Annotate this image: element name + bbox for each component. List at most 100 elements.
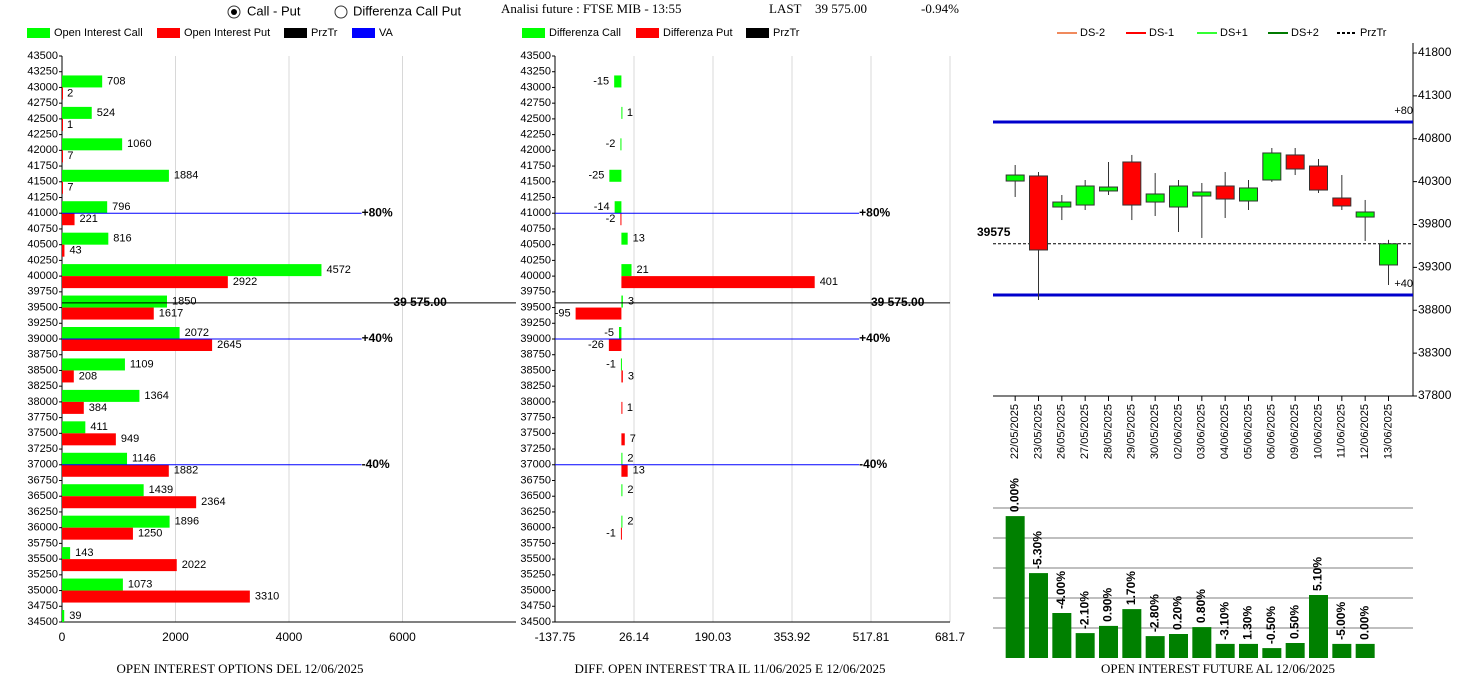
y-tick-label: 35500 bbox=[520, 553, 551, 565]
bar-label: 0.90% bbox=[1101, 588, 1115, 622]
legend-label: VA bbox=[379, 27, 394, 39]
y-tick-label: 36000 bbox=[520, 522, 551, 534]
x-tick-label: 30/05/2025 bbox=[1149, 404, 1161, 459]
value-label: -1 bbox=[606, 358, 616, 370]
y-tick-label: 38750 bbox=[27, 349, 58, 361]
value-label: 1146 bbox=[132, 453, 156, 465]
value-label: 1882 bbox=[174, 465, 198, 477]
value-label: 3 bbox=[628, 295, 634, 307]
y-tick-label: 42250 bbox=[27, 129, 58, 141]
candle-body bbox=[1145, 193, 1165, 203]
y-tick-label: 43500 bbox=[520, 50, 551, 62]
bar bbox=[62, 433, 116, 446]
y-tick-label: 37800 bbox=[1418, 388, 1452, 402]
radio-label[interactable]: Call - Put bbox=[247, 3, 301, 18]
y-tick-label: 38500 bbox=[520, 364, 551, 376]
value-label: 43 bbox=[69, 245, 81, 257]
legend-label: Differenza Put bbox=[663, 27, 733, 39]
bar bbox=[62, 75, 103, 88]
candle-body bbox=[1379, 243, 1398, 266]
value-label: 1884 bbox=[174, 170, 198, 182]
bar bbox=[62, 232, 109, 245]
y-tick-label: 40750 bbox=[27, 223, 58, 235]
value-label: 1850 bbox=[172, 295, 196, 307]
value-label: 4572 bbox=[326, 264, 350, 276]
x-tick-label: 06/06/2025 bbox=[1266, 404, 1278, 459]
value-label: 7 bbox=[67, 182, 73, 194]
radio-button[interactable] bbox=[334, 5, 348, 19]
reference-label: +40% bbox=[362, 331, 393, 345]
y-tick-label: 43250 bbox=[27, 66, 58, 78]
y-tick-label: 42750 bbox=[27, 97, 58, 109]
y-tick-label: 41500 bbox=[27, 176, 58, 188]
bar bbox=[1355, 643, 1375, 658]
y-tick-label: 39250 bbox=[520, 317, 551, 329]
radio-label[interactable]: Differenza Call Put bbox=[353, 3, 462, 18]
bar-label: -0.50% bbox=[1264, 606, 1278, 644]
value-label: 1 bbox=[67, 119, 73, 131]
reference-label: +40% bbox=[859, 331, 890, 345]
header-title: Analisi future : FTSE MIB - 13:55 bbox=[501, 1, 682, 16]
value-label: 2022 bbox=[182, 559, 206, 571]
y-tick-label: 37250 bbox=[27, 443, 58, 455]
candle-body bbox=[1005, 174, 1025, 182]
y-tick-label: 37250 bbox=[520, 443, 551, 455]
value-label: 1439 bbox=[149, 484, 173, 496]
y-tick-label: 38000 bbox=[520, 396, 551, 408]
x-tick-label: 190.03 bbox=[695, 630, 732, 644]
y-tick-label: 42000 bbox=[27, 144, 58, 156]
y-tick-label: 40000 bbox=[27, 270, 58, 282]
candle-body bbox=[1355, 211, 1375, 218]
bar bbox=[1122, 609, 1142, 658]
value-label: 1109 bbox=[130, 358, 154, 370]
y-tick-label: 41750 bbox=[27, 160, 58, 172]
value-label: 2 bbox=[627, 484, 633, 496]
bar bbox=[620, 358, 622, 371]
y-tick-label: 37750 bbox=[27, 412, 58, 424]
y-tick-label: 40250 bbox=[27, 254, 58, 266]
x-tick-label: 4000 bbox=[276, 630, 303, 644]
bar bbox=[62, 244, 65, 257]
y-tick-label: 40300 bbox=[1418, 174, 1452, 188]
y-tick-label: 40500 bbox=[520, 239, 551, 251]
legend-swatch bbox=[284, 28, 307, 38]
bar bbox=[62, 87, 63, 100]
bar bbox=[62, 276, 228, 289]
value-label: 3310 bbox=[255, 590, 279, 602]
bar-label: 0.80% bbox=[1194, 589, 1208, 623]
x-tick-label: 353.92 bbox=[774, 630, 811, 644]
bar-label: -2.10% bbox=[1077, 591, 1091, 629]
legend-label: DS-1 bbox=[1149, 27, 1174, 39]
reference-label: +40 bbox=[1394, 278, 1413, 290]
value-label: -26 bbox=[588, 339, 604, 351]
y-tick-label: 39750 bbox=[27, 286, 58, 298]
bar bbox=[621, 232, 628, 245]
value-label: 1617 bbox=[159, 307, 183, 319]
reference-label: -40% bbox=[859, 457, 887, 471]
x-tick-label: 22/05/2025 bbox=[1009, 404, 1021, 459]
bar-label: 0.20% bbox=[1171, 596, 1185, 630]
x-tick-label: 26/05/2025 bbox=[1056, 404, 1068, 459]
value-label: -15 bbox=[593, 75, 609, 87]
y-tick-label: 39300 bbox=[1418, 260, 1452, 274]
y-tick-label: 35750 bbox=[520, 537, 551, 549]
legend-label: DS+2 bbox=[1291, 27, 1319, 39]
y-tick-label: 36500 bbox=[27, 490, 58, 502]
legend-swatch bbox=[522, 28, 545, 38]
bar bbox=[62, 138, 123, 151]
y-tick-label: 42000 bbox=[520, 144, 551, 156]
radio-call-put[interactable]: Call - Put bbox=[227, 3, 301, 19]
y-tick-label: 43500 bbox=[27, 50, 58, 62]
bar bbox=[62, 181, 63, 194]
y-tick-label: 43000 bbox=[520, 81, 551, 93]
value-label: 2645 bbox=[217, 339, 241, 351]
candle-body bbox=[1052, 201, 1072, 208]
legend-label: PrzTr bbox=[1360, 27, 1387, 39]
bar bbox=[62, 339, 213, 351]
value-label: 2922 bbox=[233, 276, 257, 288]
radio-diff[interactable]: Differenza Call Put bbox=[334, 3, 462, 19]
y-tick-label: 42500 bbox=[520, 113, 551, 125]
y-tick-label: 40800 bbox=[1418, 131, 1452, 145]
y-tick-label: 42750 bbox=[520, 97, 551, 109]
reference-label: +80% bbox=[859, 205, 890, 219]
